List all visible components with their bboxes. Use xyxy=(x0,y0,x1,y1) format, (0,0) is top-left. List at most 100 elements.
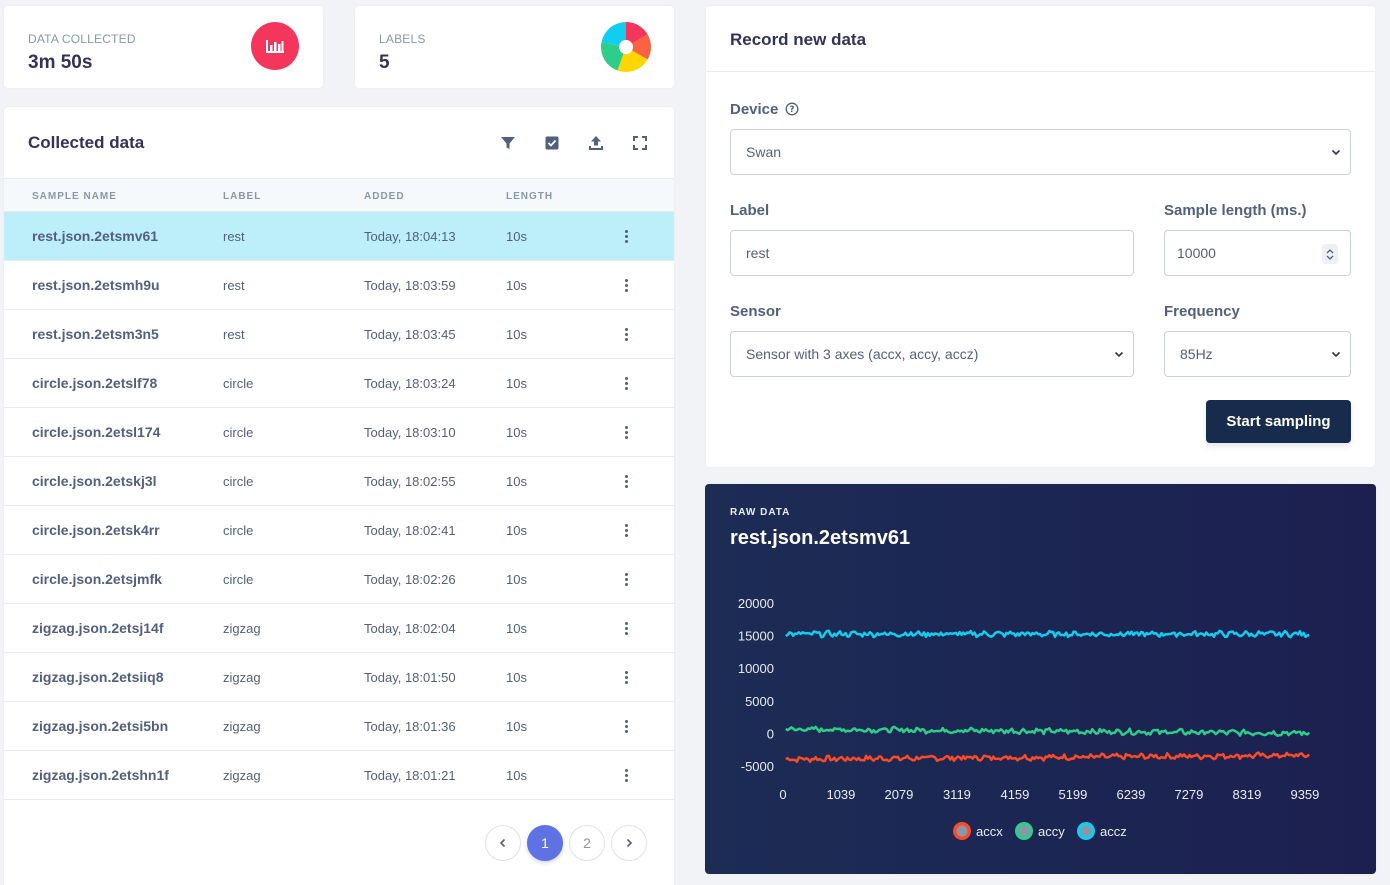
row-length: 10s xyxy=(506,229,527,244)
row-menu-icon[interactable] xyxy=(618,618,634,638)
y-tick-label: 5000 xyxy=(745,694,774,709)
col-sample-name[interactable]: SAMPLE NAME xyxy=(32,191,117,202)
y-tick-label: 20000 xyxy=(738,596,774,611)
row-sample-name: zigzag.json.2etsiiq8 xyxy=(32,669,164,685)
svg-text:?: ? xyxy=(789,105,794,115)
raw-data-card: 20000 15000 10000 5000 0 -5000 0 1039 2079 3119 41… xyxy=(705,484,1376,874)
row-added: Today, 18:01:36 xyxy=(364,719,456,734)
row-sample-name: rest.json.2etsmv61 xyxy=(32,228,159,244)
table-row[interactable]: circle.json.2etskj3l circle Today, 18:02… xyxy=(4,457,674,506)
row-length: 10s xyxy=(506,523,527,538)
table-row[interactable]: rest.json.2etsmh9u rest Today, 18:03:59 … xyxy=(4,261,674,310)
row-menu-icon[interactable] xyxy=(618,765,634,785)
row-added: Today, 18:03:45 xyxy=(364,327,456,342)
legend-marker-inner-accy xyxy=(1018,825,1030,837)
prev-page-button[interactable] xyxy=(485,825,521,861)
number-stepper[interactable] xyxy=(1322,244,1338,264)
col-added[interactable]: ADDED xyxy=(364,191,405,202)
row-menu-icon[interactable] xyxy=(618,569,634,589)
col-length[interactable]: LENGTH xyxy=(506,191,554,202)
record-data-card: Record new data Device ? Swan Label rest… xyxy=(706,6,1375,467)
row-menu-icon[interactable] xyxy=(618,226,634,246)
row-sample-name: circle.json.2etsl174 xyxy=(32,424,161,440)
row-sample-name: circle.json.2etsjmfk xyxy=(32,571,162,587)
row-menu-icon[interactable] xyxy=(618,373,634,393)
x-tick-label: 7279 xyxy=(1174,787,1203,802)
record-header: Record new data xyxy=(706,6,1375,72)
table-row[interactable]: circle.json.2etslf78 circle Today, 18:03… xyxy=(4,359,674,408)
raw-data-title: rest.json.2etsmv61 xyxy=(730,527,911,549)
chevron-right-icon xyxy=(626,838,633,848)
x-tick-label: 4159 xyxy=(1000,787,1029,802)
expand-icon[interactable] xyxy=(630,133,650,153)
chevron-down-icon xyxy=(1331,351,1341,358)
row-label: rest xyxy=(223,327,245,342)
bar-chart-icon xyxy=(251,22,299,70)
row-menu-icon[interactable] xyxy=(618,324,634,344)
device-label: Device ? xyxy=(730,101,799,118)
row-sample-name: zigzag.json.2etshn1f xyxy=(32,767,169,783)
chevron-up-icon[interactable] xyxy=(1326,248,1334,254)
sample-length-label: Sample length (ms.) xyxy=(1164,202,1307,219)
raw-data-chart: 20000 15000 10000 5000 0 -5000 0 1039 2079 3119 41… xyxy=(738,596,1319,840)
labels-card: LABELS 5 xyxy=(355,6,674,88)
frequency-select-value: 85Hz xyxy=(1180,346,1213,362)
row-label: zigzag xyxy=(223,719,261,734)
next-page-button[interactable] xyxy=(611,825,647,861)
record-title: Record new data xyxy=(730,30,867,49)
table-row[interactable]: zigzag.json.2etsj14f zigzag Today, 18:02… xyxy=(4,604,674,653)
sensor-select[interactable]: Sensor with 3 axes (accx, accy, accz) xyxy=(730,331,1134,377)
row-menu-icon[interactable] xyxy=(618,275,634,295)
row-menu-icon[interactable] xyxy=(618,422,634,442)
help-icon[interactable]: ? xyxy=(785,102,799,116)
table-row[interactable]: circle.json.2etsjmfk circle Today, 18:02… xyxy=(4,555,674,604)
chevron-down-icon xyxy=(1331,149,1341,156)
x-tick-label: 9359 xyxy=(1290,787,1319,802)
y-tick-label: -5000 xyxy=(741,759,774,774)
filter-icon[interactable] xyxy=(498,133,518,153)
page-1-button[interactable]: 1 xyxy=(527,825,563,861)
x-tick-label: 6239 xyxy=(1116,787,1145,802)
row-sample-name: rest.json.2etsm3n5 xyxy=(32,326,159,342)
page-2-button[interactable]: 2 xyxy=(569,825,605,861)
collected-toolbar xyxy=(498,133,650,153)
legend-label-accy: accy xyxy=(1038,824,1065,839)
collected-data-card: Collected data SAMPLE NAME LABEL ADDED L… xyxy=(4,107,674,885)
row-label: circle xyxy=(223,572,254,587)
row-menu-icon[interactable] xyxy=(618,716,634,736)
chevron-down-icon xyxy=(1114,351,1124,358)
upload-icon[interactable] xyxy=(586,133,606,153)
row-menu-icon[interactable] xyxy=(618,471,634,491)
legend-marker-inner-accz xyxy=(1080,825,1092,837)
col-label[interactable]: LABEL xyxy=(223,191,262,202)
row-label: rest xyxy=(223,229,245,244)
device-select[interactable]: Swan xyxy=(730,129,1351,175)
legend-label-accz: accz xyxy=(1100,824,1127,839)
labels-label: LABELS xyxy=(379,32,426,46)
row-sample-name: circle.json.2etslf78 xyxy=(32,375,158,391)
data-collected-value: 3m 50s xyxy=(28,52,93,73)
row-menu-icon[interactable] xyxy=(618,667,634,687)
select-icon[interactable] xyxy=(542,133,562,153)
table-row[interactable]: zigzag.json.2etshn1f zigzag Today, 18:01… xyxy=(4,751,674,800)
table-row[interactable]: circle.json.2etsk4rr circle Today, 18:02… xyxy=(4,506,674,555)
row-length: 10s xyxy=(506,425,527,440)
row-sample-name: circle.json.2etskj3l xyxy=(32,473,157,489)
table-row[interactable]: rest.json.2etsmv61 rest Today, 18:04:13 … xyxy=(4,212,674,261)
x-tick-label: 0 xyxy=(779,787,786,802)
label-input[interactable]: rest xyxy=(730,230,1134,276)
chevron-down-icon[interactable] xyxy=(1326,255,1334,261)
x-tick-label: 5199 xyxy=(1058,787,1087,802)
table-row[interactable]: rest.json.2etsm3n5 rest Today, 18:03:45 … xyxy=(4,310,674,359)
row-sample-name: circle.json.2etsk4rr xyxy=(32,522,160,538)
row-label: circle xyxy=(223,474,254,489)
row-menu-icon[interactable] xyxy=(618,520,634,540)
row-added: Today, 18:02:04 xyxy=(364,621,456,636)
table-row[interactable]: circle.json.2etsl174 circle Today, 18:03… xyxy=(4,408,674,457)
frequency-select[interactable]: 85Hz xyxy=(1164,331,1351,377)
table-row[interactable]: zigzag.json.2etsi5bn zigzag Today, 18:01… xyxy=(4,702,674,751)
table-row[interactable]: zigzag.json.2etsiiq8 zigzag Today, 18:01… xyxy=(4,653,674,702)
row-label: zigzag xyxy=(223,621,261,636)
sample-length-input[interactable]: 10000 xyxy=(1164,230,1351,276)
start-sampling-button[interactable]: Start sampling xyxy=(1206,400,1351,443)
